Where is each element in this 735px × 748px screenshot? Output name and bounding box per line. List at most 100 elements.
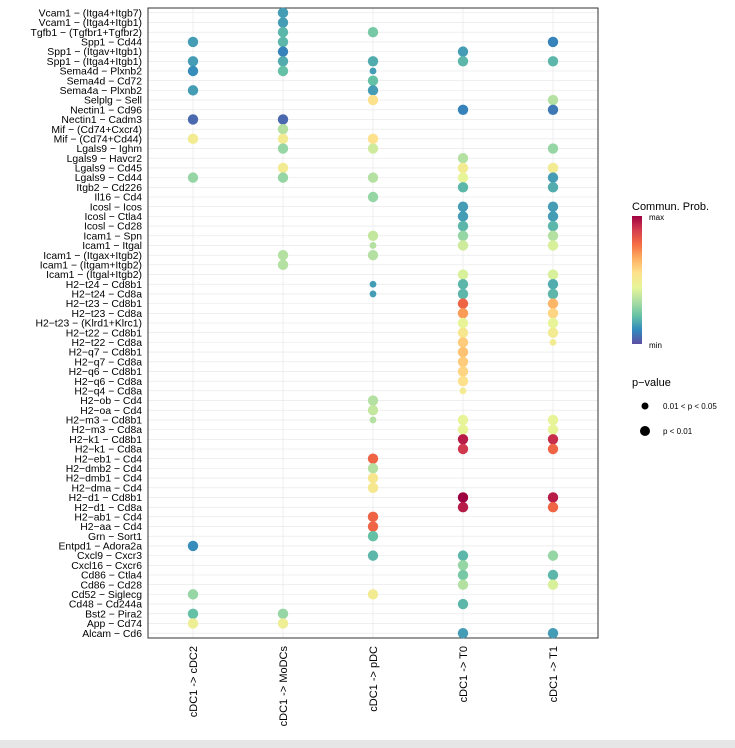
data-point [187, 85, 199, 96]
data-point [457, 182, 469, 193]
y-tick-label: Cd52 − Siglecg [71, 590, 142, 601]
data-point [457, 172, 469, 183]
y-tick-label: H2−m3 − Cd8b1 [66, 416, 142, 427]
data-point [369, 67, 377, 75]
data-point [367, 531, 379, 542]
x-tick-label: cDC1 -> cDC2 [188, 646, 200, 717]
data-point [277, 56, 289, 67]
data-point [457, 220, 469, 232]
y-tick-label: H2−m3 − Cd8a [72, 425, 143, 436]
y-tick-label: Mif − (Cd74+Cd44) [54, 134, 142, 145]
y-tick-label: H2−dma − Cd4 [72, 483, 143, 494]
y-tick-label: H2−d1 − Cd8b1 [69, 493, 143, 504]
data-point [547, 36, 559, 48]
data-point [549, 338, 557, 346]
data-point [457, 337, 469, 348]
data-point [547, 298, 559, 309]
data-point [547, 317, 559, 329]
data-point [277, 133, 289, 145]
y-tick-label: Grn − Sort1 [88, 532, 142, 543]
color-legend-min: min [649, 341, 662, 350]
y-tick-label: H2−k1 − Cd8a [75, 445, 142, 456]
data-point [547, 501, 559, 513]
data-point [547, 94, 559, 106]
data-point [547, 201, 559, 212]
y-tick-label: Nectin1 − Cadm3 [61, 115, 142, 126]
data-point [367, 172, 379, 183]
data-point [277, 123, 289, 135]
data-point [367, 589, 379, 600]
y-tick-label: H2−dmb2 − Cd4 [66, 464, 142, 475]
size-legend-small-label: 0.01 < p < 0.05 [663, 402, 717, 411]
size-legend-large-dot [640, 426, 650, 436]
data-point [547, 104, 559, 115]
data-point [457, 153, 469, 164]
y-tick-label: Lgals9 − Cd44 [75, 173, 143, 184]
data-point [547, 627, 559, 639]
data-point [457, 627, 469, 639]
data-point [547, 56, 559, 67]
data-point [457, 434, 469, 445]
y-tick-label: H2−q7 − Cd8b1 [69, 348, 143, 359]
data-point [367, 405, 379, 416]
data-point [457, 240, 469, 251]
data-point [547, 182, 559, 193]
y-tick-label: H2−q6 − Cd8a [74, 377, 142, 388]
y-tick-label: H2−t22 − Cd8a [72, 338, 143, 349]
data-point [187, 540, 199, 552]
data-point [367, 482, 379, 493]
data-point [457, 501, 469, 513]
y-tick-label: H2−q7 − Cd8a [74, 357, 142, 368]
y-tick-label: H2−eb1 − Cd4 [74, 454, 142, 465]
y-tick-label: Sema4d − Cd72 [67, 76, 143, 87]
data-point [459, 387, 467, 395]
data-point [547, 424, 559, 435]
data-point [457, 288, 469, 300]
y-tick-label: Il16 − Cd4 [94, 193, 142, 204]
y-tick-label: Vcam1 − (Itga4+Itgb1) [39, 18, 142, 29]
y-tick-label: H2−d1 − Cd8a [74, 503, 142, 514]
y-tick-label: Vcam1 − (Itga4+Itgb7) [39, 8, 142, 19]
y-tick-label: Cxcl9 − Cxcr3 [77, 551, 142, 562]
data-point [457, 269, 469, 280]
data-point [367, 191, 379, 203]
data-point [187, 56, 199, 67]
x-tick-label: cDC1 -> T1 [548, 646, 560, 702]
data-point [457, 492, 469, 503]
y-tick-label: H2−ab1 − Cd4 [74, 512, 142, 523]
data-point [457, 424, 469, 435]
data-point [367, 75, 379, 86]
data-point [457, 279, 469, 290]
data-point [457, 414, 469, 426]
data-point [277, 172, 289, 183]
y-tick-label: Lgals9 − Cd45 [75, 164, 143, 175]
y-tick-label: Sema4a − Plxnb2 [60, 86, 143, 97]
data-point [547, 172, 559, 183]
data-point [367, 27, 379, 38]
y-tick-label: Icam1 − Itgal [82, 241, 142, 252]
y-tick-label: Sema4d − Plxnb2 [60, 67, 143, 78]
data-point [457, 356, 469, 367]
size-legend-large-label: p < 0.01 [663, 427, 693, 436]
data-point [367, 463, 379, 474]
data-point [367, 472, 379, 484]
data-point [457, 579, 469, 590]
data-point [457, 366, 469, 377]
data-point [547, 162, 559, 174]
data-point [187, 133, 199, 145]
y-tick-label: H2−t23 − Cd8a [72, 309, 143, 320]
y-tick-label: Icosl − Ctla4 [85, 212, 143, 223]
y-tick-label: H2−k1 − Cd8b1 [69, 435, 142, 446]
data-point [547, 220, 559, 232]
data-point [457, 211, 469, 222]
color-legend-bar [632, 216, 642, 344]
data-point [277, 27, 289, 38]
data-point [457, 560, 469, 571]
plot-panel-border [147, 7, 599, 639]
data-point [547, 279, 559, 290]
data-point [367, 550, 379, 561]
data-point [547, 143, 559, 154]
y-tick-label: Lgals9 − Ighm [76, 144, 142, 155]
y-tick-label: H2−t23 − (Klrd1+Klrc1) [35, 319, 142, 330]
